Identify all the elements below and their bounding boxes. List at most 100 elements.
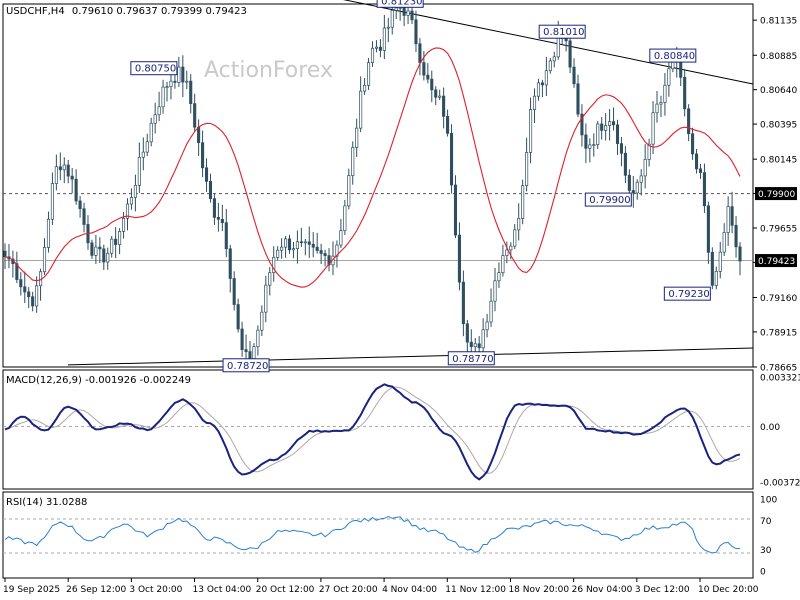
candle-body xyxy=(667,68,671,86)
candle-body xyxy=(722,232,726,253)
price-tick-label: 0.78915 xyxy=(760,328,797,338)
candle-body xyxy=(15,263,19,280)
candle-body xyxy=(244,349,248,352)
candle-body xyxy=(208,180,213,200)
support-trendline xyxy=(67,347,754,366)
rsi-plot xyxy=(4,515,741,554)
candle-body xyxy=(189,80,193,104)
candle-body xyxy=(343,205,347,232)
candle-body xyxy=(592,144,596,146)
price-tick-label: 0.79160 xyxy=(760,294,797,304)
candle-body xyxy=(268,272,272,286)
candle-body xyxy=(457,234,461,283)
annotation-box xyxy=(130,61,178,76)
candle-body xyxy=(529,109,533,153)
candle-body xyxy=(525,152,529,186)
candle-body xyxy=(185,80,189,83)
candle-body xyxy=(568,40,572,68)
annotation-label: 0.79900 xyxy=(589,195,630,206)
candle-body xyxy=(714,271,718,286)
candle-body xyxy=(46,218,51,248)
candle-body xyxy=(276,249,280,258)
price-plot xyxy=(3,0,754,369)
candle-body xyxy=(173,80,177,83)
candle-body xyxy=(501,255,505,273)
candle-body xyxy=(129,197,134,205)
candle-body xyxy=(248,351,252,360)
candle-body xyxy=(374,46,379,49)
candle-body xyxy=(114,238,118,245)
candle-body xyxy=(90,242,94,256)
annotation-label: 0.81230 xyxy=(381,0,422,7)
candle-body xyxy=(465,323,469,343)
candle-body xyxy=(141,151,145,158)
candle-body xyxy=(556,35,560,58)
annotation-label: 0.80840 xyxy=(654,51,695,62)
level-price-tag: 0.79900 xyxy=(758,190,795,200)
candle-body xyxy=(702,172,706,207)
candle-body xyxy=(647,143,651,160)
candle-body xyxy=(635,181,639,194)
macd-panel[interactable] xyxy=(2,369,754,490)
symbol: USDCHF,H4 xyxy=(6,6,65,17)
time-tick-label: 27 Oct 20:00 xyxy=(319,585,378,595)
candle-body xyxy=(422,62,426,76)
price-panel[interactable] xyxy=(2,3,754,368)
candle-body xyxy=(118,231,122,245)
macd-main-line xyxy=(4,383,741,481)
candle-body xyxy=(410,10,414,21)
candle-body xyxy=(137,156,141,186)
candle-body xyxy=(710,252,714,286)
candle-body xyxy=(347,175,351,207)
price-tick-label: 0.81135 xyxy=(760,17,797,27)
candle-body xyxy=(363,84,367,92)
candle-body xyxy=(23,286,27,293)
candle-body xyxy=(738,246,742,262)
candle-body xyxy=(42,247,47,273)
candle-body xyxy=(489,300,493,323)
candle-body xyxy=(157,106,161,116)
candle-body xyxy=(548,60,552,72)
candle-body xyxy=(402,6,406,16)
ohlc-values: 0.79610 0.79637 0.79399 0.79423 xyxy=(72,6,247,17)
candle-body xyxy=(50,183,54,220)
candle-body xyxy=(623,152,627,176)
candle-body xyxy=(655,103,659,114)
candle-body xyxy=(576,83,580,115)
symbol-label: USDCHF,H4 0.79610 0.79637 0.79399 0.7942… xyxy=(6,6,247,17)
candle-body xyxy=(121,217,126,232)
candle-body xyxy=(145,141,149,153)
candle-body xyxy=(730,206,734,226)
candle-body xyxy=(133,184,137,198)
candle-body xyxy=(27,291,31,298)
candle-body xyxy=(572,66,576,85)
level-price-tag-bg xyxy=(755,187,797,201)
candle-body xyxy=(687,108,691,135)
candle-body xyxy=(449,132,454,186)
candle-body xyxy=(19,279,23,288)
candle-body xyxy=(434,89,438,98)
candle-body xyxy=(284,238,288,248)
candle-body xyxy=(256,329,260,348)
candle-body xyxy=(671,61,675,70)
rsi-tick-label: 100 xyxy=(760,496,777,506)
candle-body xyxy=(386,26,390,29)
time-tick-label: 19 Sep 2025 xyxy=(3,585,60,595)
candle-body xyxy=(698,168,703,173)
candle-body xyxy=(414,19,418,45)
candle-body xyxy=(473,343,477,348)
candle-body xyxy=(659,101,663,105)
macd-tick-label: 0.00 xyxy=(760,423,780,433)
candle-body xyxy=(74,178,78,202)
time-tick-label: 18 Nov 20:00 xyxy=(508,585,569,595)
annotation-box xyxy=(663,286,711,301)
candle-body xyxy=(406,10,410,16)
candle-body xyxy=(62,164,66,171)
candle-body xyxy=(418,43,422,63)
candle-body xyxy=(201,142,205,169)
candle-body xyxy=(540,82,544,86)
candle-body xyxy=(532,95,537,110)
annotation-box xyxy=(447,351,495,366)
rsi-panel[interactable] xyxy=(2,491,754,579)
